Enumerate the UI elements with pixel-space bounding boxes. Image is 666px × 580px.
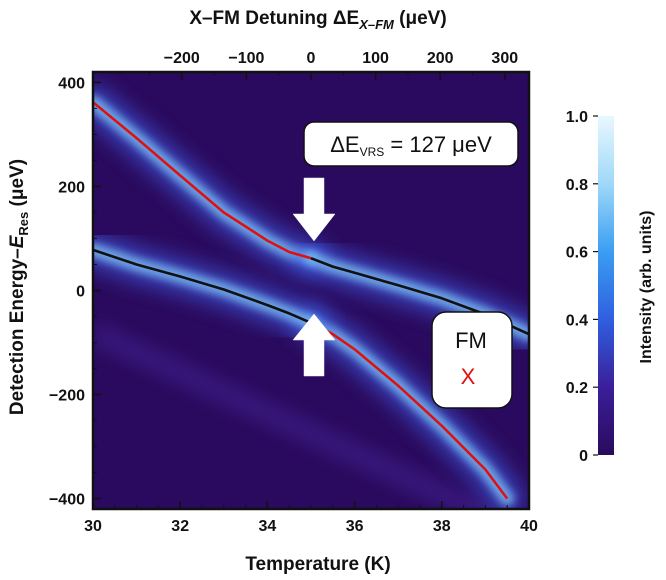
x-tick-label: 40	[520, 518, 538, 535]
top-tick-label: 200	[427, 50, 454, 67]
series-0-segment-1	[310, 321, 509, 500]
x-axis-title: Temperature (K)	[245, 554, 390, 575]
x-axis-top: −200 −100 0 100 200 300	[149, 50, 518, 80]
colorbar-tick-label: 0	[579, 448, 588, 465]
colorbar-tick-label: 1.0	[566, 109, 588, 126]
legend-box	[431, 311, 513, 409]
down-arrow	[292, 177, 336, 242]
splitting-label: ΔEVRS = 127 μeV	[330, 132, 492, 159]
y-axis-title: Detection Energy–ERes (μeV)	[7, 159, 31, 415]
x-axis-bottom: 30 32 34 36 38 40	[84, 501, 538, 535]
heatmap-streak	[93, 325, 490, 509]
colorbar-tick-label: 0.8	[566, 177, 588, 194]
y-tick-label: −400	[49, 492, 85, 509]
top-axis-title: X–FM Detuning ΔEX–FM (μeV)	[189, 8, 446, 32]
colorbar: 0 0.2 0.4 0.6 0.8 1.0 Intensity (arb. units)	[566, 109, 655, 465]
y-tick-label: 0	[76, 284, 85, 301]
colorbar-tick-label: 0.6	[566, 245, 588, 262]
up-arrow	[292, 313, 336, 377]
annotations: ΔEVRS = 127 μeV FM X	[292, 121, 519, 409]
y-axis-left: 400 200 0 −200 −400	[49, 75, 101, 509]
colorbar-tick-label: 0.4	[566, 312, 588, 329]
x-tick-label: 38	[433, 518, 451, 535]
colorbar-title: Intensity (arb. units)	[638, 211, 655, 364]
legend-x-label: X	[461, 364, 476, 389]
fit-curves	[93, 101, 529, 500]
x-tick-label: 34	[259, 518, 277, 535]
y-tick-label: 200	[58, 179, 85, 196]
top-tick-label: −100	[228, 50, 264, 67]
splitting-label-box	[303, 121, 519, 167]
legend-fm-label: FM	[455, 328, 487, 353]
colorbar-ticks: 0 0.2 0.4 0.6 0.8 1.0	[566, 109, 598, 465]
top-tick-label: 100	[362, 50, 389, 67]
y-tick-label: 400	[58, 75, 85, 92]
colorbar-tick-label: 0.2	[566, 380, 588, 397]
colorbar-scale	[598, 116, 614, 455]
x-tick-label: 36	[346, 518, 364, 535]
x-tick-label: 30	[84, 518, 102, 535]
top-tick-label: 300	[491, 50, 518, 67]
top-tick-label: 0	[307, 50, 316, 67]
series-0-segment-0	[93, 101, 312, 260]
x-tick-label: 32	[171, 518, 189, 535]
y-tick-label: −200	[49, 388, 85, 405]
series-1-segment-0	[93, 248, 312, 324]
top-tick-label: −200	[164, 50, 200, 67]
